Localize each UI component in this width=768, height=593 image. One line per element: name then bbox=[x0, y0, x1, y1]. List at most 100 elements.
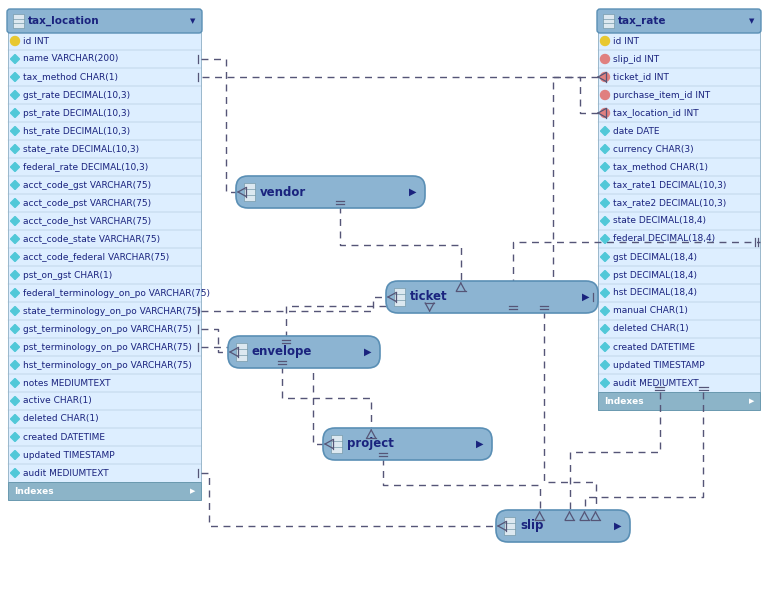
Text: ▶: ▶ bbox=[750, 398, 755, 404]
Text: state_rate DECIMAL(10,3): state_rate DECIMAL(10,3) bbox=[23, 145, 139, 154]
Polygon shape bbox=[11, 91, 19, 100]
Bar bbox=[603, 14, 614, 28]
FancyBboxPatch shape bbox=[386, 281, 598, 313]
Text: tax_rate: tax_rate bbox=[618, 16, 667, 26]
Polygon shape bbox=[601, 378, 610, 387]
Text: acct_code_pst VARCHAR(75): acct_code_pst VARCHAR(75) bbox=[23, 199, 151, 208]
Polygon shape bbox=[11, 289, 19, 298]
Text: state_terminology_on_po VARCHAR(75): state_terminology_on_po VARCHAR(75) bbox=[23, 307, 201, 315]
Text: tax_location: tax_location bbox=[28, 16, 100, 26]
Text: tax_rate2 DECIMAL(10,3): tax_rate2 DECIMAL(10,3) bbox=[613, 199, 727, 208]
Polygon shape bbox=[11, 180, 19, 190]
Text: created DATETIME: created DATETIME bbox=[23, 432, 105, 442]
Text: acct_code_state VARCHAR(75): acct_code_state VARCHAR(75) bbox=[23, 234, 160, 244]
Text: hst DECIMAL(18,4): hst DECIMAL(18,4) bbox=[613, 289, 697, 298]
Bar bbox=[598, 392, 760, 410]
Text: slip: slip bbox=[520, 519, 544, 533]
Text: date DATE: date DATE bbox=[613, 126, 660, 135]
Text: acct_code_gst VARCHAR(75): acct_code_gst VARCHAR(75) bbox=[23, 180, 151, 190]
Text: gst_terminology_on_po VARCHAR(75): gst_terminology_on_po VARCHAR(75) bbox=[23, 324, 192, 333]
Text: ticket: ticket bbox=[410, 291, 448, 304]
Polygon shape bbox=[601, 145, 610, 154]
Text: name VARCHAR(200): name VARCHAR(200) bbox=[23, 55, 118, 63]
Polygon shape bbox=[601, 234, 610, 244]
Text: pst DECIMAL(18,4): pst DECIMAL(18,4) bbox=[613, 270, 697, 279]
Polygon shape bbox=[11, 468, 19, 477]
Bar bbox=[8, 32, 201, 482]
Text: created DATETIME: created DATETIME bbox=[613, 343, 695, 352]
Polygon shape bbox=[11, 361, 19, 369]
Text: Indexes: Indexes bbox=[14, 486, 54, 496]
Polygon shape bbox=[11, 199, 19, 208]
Text: Indexes: Indexes bbox=[604, 397, 644, 406]
Text: state DECIMAL(18,4): state DECIMAL(18,4) bbox=[613, 216, 706, 225]
Text: hst_rate DECIMAL(10,3): hst_rate DECIMAL(10,3) bbox=[23, 126, 130, 135]
FancyBboxPatch shape bbox=[323, 428, 492, 460]
Text: gst_rate DECIMAL(10,3): gst_rate DECIMAL(10,3) bbox=[23, 91, 130, 100]
Polygon shape bbox=[11, 253, 19, 262]
Bar bbox=[8, 482, 201, 500]
Polygon shape bbox=[11, 126, 19, 135]
Text: gst DECIMAL(18,4): gst DECIMAL(18,4) bbox=[613, 253, 697, 262]
Polygon shape bbox=[11, 307, 19, 315]
Polygon shape bbox=[11, 432, 19, 442]
Polygon shape bbox=[601, 361, 610, 369]
Circle shape bbox=[601, 109, 610, 117]
Text: ▼: ▼ bbox=[750, 18, 755, 24]
Text: audit MEDIUMTEXT: audit MEDIUMTEXT bbox=[613, 378, 699, 387]
Polygon shape bbox=[11, 145, 19, 154]
Text: ▶: ▶ bbox=[409, 187, 417, 197]
Polygon shape bbox=[11, 109, 19, 117]
Polygon shape bbox=[11, 451, 19, 460]
Text: deleted CHAR(1): deleted CHAR(1) bbox=[613, 324, 689, 333]
Text: manual CHAR(1): manual CHAR(1) bbox=[613, 307, 688, 315]
Polygon shape bbox=[11, 216, 19, 225]
Text: ticket_id INT: ticket_id INT bbox=[613, 72, 669, 81]
Polygon shape bbox=[601, 180, 610, 190]
Circle shape bbox=[601, 37, 610, 46]
Text: ▶: ▶ bbox=[582, 292, 590, 302]
Text: ▶: ▶ bbox=[364, 347, 372, 357]
Text: notes MEDIUMTEXT: notes MEDIUMTEXT bbox=[23, 378, 111, 387]
Text: id INT: id INT bbox=[613, 37, 639, 46]
Text: vendor: vendor bbox=[260, 186, 306, 199]
Polygon shape bbox=[601, 199, 610, 208]
Polygon shape bbox=[11, 270, 19, 279]
Text: updated TIMESTAMP: updated TIMESTAMP bbox=[613, 361, 704, 369]
Circle shape bbox=[601, 72, 610, 81]
Text: federal_rate DECIMAL(10,3): federal_rate DECIMAL(10,3) bbox=[23, 162, 148, 171]
Polygon shape bbox=[601, 126, 610, 135]
Polygon shape bbox=[11, 55, 19, 63]
Bar bbox=[236, 343, 247, 361]
Text: ▶: ▶ bbox=[614, 521, 622, 531]
Bar bbox=[598, 32, 760, 392]
Polygon shape bbox=[601, 307, 610, 315]
Text: active CHAR(1): active CHAR(1) bbox=[23, 397, 91, 406]
FancyBboxPatch shape bbox=[496, 510, 630, 542]
Text: project: project bbox=[347, 438, 394, 451]
FancyBboxPatch shape bbox=[7, 9, 202, 33]
Bar bbox=[504, 517, 515, 535]
FancyBboxPatch shape bbox=[597, 9, 761, 33]
Polygon shape bbox=[11, 324, 19, 333]
Text: pst_terminology_on_po VARCHAR(75): pst_terminology_on_po VARCHAR(75) bbox=[23, 343, 192, 352]
Text: ▶: ▶ bbox=[476, 439, 484, 449]
Text: purchase_item_id INT: purchase_item_id INT bbox=[613, 91, 710, 100]
FancyBboxPatch shape bbox=[236, 176, 425, 208]
Circle shape bbox=[601, 91, 610, 100]
Text: currency CHAR(3): currency CHAR(3) bbox=[613, 145, 694, 154]
Text: tax_method CHAR(1): tax_method CHAR(1) bbox=[23, 72, 118, 81]
Text: tax_method CHAR(1): tax_method CHAR(1) bbox=[613, 162, 708, 171]
Text: ▶: ▶ bbox=[190, 488, 196, 494]
Polygon shape bbox=[601, 216, 610, 225]
Text: federal_terminology_on_po VARCHAR(75): federal_terminology_on_po VARCHAR(75) bbox=[23, 289, 210, 298]
Polygon shape bbox=[11, 415, 19, 423]
Text: acct_code_federal VARCHAR(75): acct_code_federal VARCHAR(75) bbox=[23, 253, 169, 262]
Text: ▼: ▼ bbox=[190, 18, 196, 24]
Text: tax_location_id INT: tax_location_id INT bbox=[613, 109, 699, 117]
Text: id INT: id INT bbox=[23, 37, 49, 46]
Text: pst_rate DECIMAL(10,3): pst_rate DECIMAL(10,3) bbox=[23, 109, 130, 117]
FancyBboxPatch shape bbox=[228, 336, 380, 368]
Polygon shape bbox=[601, 270, 610, 279]
Bar bbox=[13, 14, 24, 28]
